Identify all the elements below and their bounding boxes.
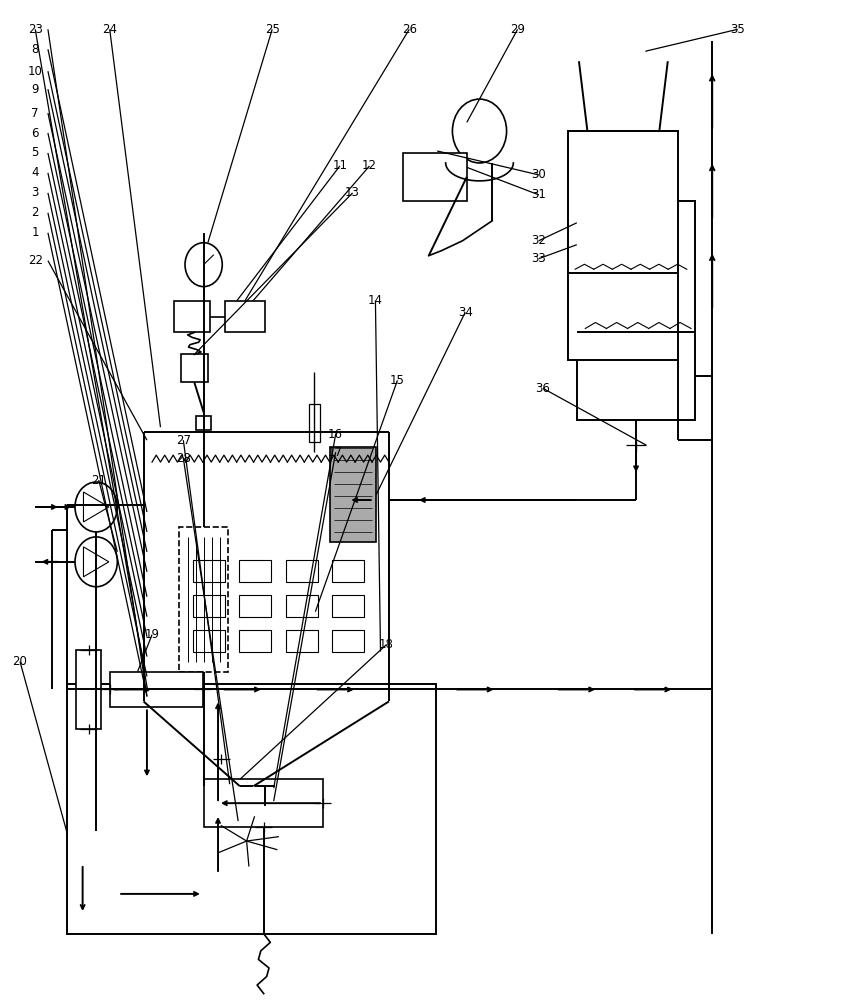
Bar: [239, 630, 272, 652]
Text: 4: 4: [31, 166, 39, 179]
Text: 18: 18: [379, 638, 394, 651]
Text: 35: 35: [730, 23, 745, 36]
Bar: [332, 630, 364, 652]
Bar: [239, 560, 272, 582]
Bar: [223, 782, 253, 792]
Text: 33: 33: [531, 252, 546, 265]
Bar: [286, 560, 318, 582]
Text: 26: 26: [402, 23, 417, 36]
Text: 5: 5: [31, 146, 39, 159]
Bar: [403, 153, 467, 201]
Bar: [332, 560, 364, 582]
Text: 11: 11: [332, 159, 347, 172]
Text: 21: 21: [91, 474, 106, 487]
Bar: [181, 354, 208, 382]
Text: 31: 31: [531, 188, 546, 201]
Bar: [196, 416, 211, 430]
Text: 1: 1: [31, 226, 39, 239]
Text: 30: 30: [531, 168, 546, 181]
Text: 17: 17: [329, 446, 343, 459]
Text: 20: 20: [13, 655, 27, 668]
Text: 19: 19: [144, 628, 160, 641]
Bar: [309, 404, 319, 442]
Text: 24: 24: [102, 23, 117, 36]
Text: 13: 13: [346, 186, 360, 199]
Bar: [179, 527, 228, 672]
Text: 6: 6: [31, 127, 39, 140]
Text: 25: 25: [265, 23, 279, 36]
Bar: [286, 630, 318, 652]
Text: 8: 8: [31, 43, 39, 56]
Bar: [329, 447, 376, 542]
Text: 34: 34: [458, 306, 473, 319]
Bar: [576, 201, 695, 420]
Text: 29: 29: [510, 23, 525, 36]
Bar: [193, 560, 225, 582]
Text: 2: 2: [31, 206, 39, 219]
Text: 23: 23: [28, 23, 42, 36]
Text: 28: 28: [176, 452, 191, 465]
Text: 9: 9: [31, 83, 39, 96]
Bar: [67, 684, 436, 934]
Bar: [193, 595, 225, 617]
Text: 3: 3: [31, 186, 39, 199]
Text: 16: 16: [329, 428, 343, 441]
Text: 12: 12: [362, 159, 377, 172]
Bar: [193, 630, 225, 652]
Bar: [205, 779, 323, 827]
Text: 10: 10: [28, 65, 42, 78]
Text: 15: 15: [390, 374, 405, 387]
Bar: [286, 595, 318, 617]
Bar: [225, 301, 266, 332]
Text: 36: 36: [536, 382, 550, 395]
Bar: [174, 301, 210, 332]
Text: 32: 32: [531, 234, 546, 247]
Bar: [239, 595, 272, 617]
Bar: [568, 131, 678, 360]
Text: 27: 27: [176, 434, 191, 447]
Text: 22: 22: [28, 254, 42, 267]
Bar: [110, 672, 203, 707]
Text: 7: 7: [31, 107, 39, 120]
Bar: [332, 595, 364, 617]
Text: 14: 14: [368, 294, 383, 307]
Bar: [76, 650, 101, 729]
